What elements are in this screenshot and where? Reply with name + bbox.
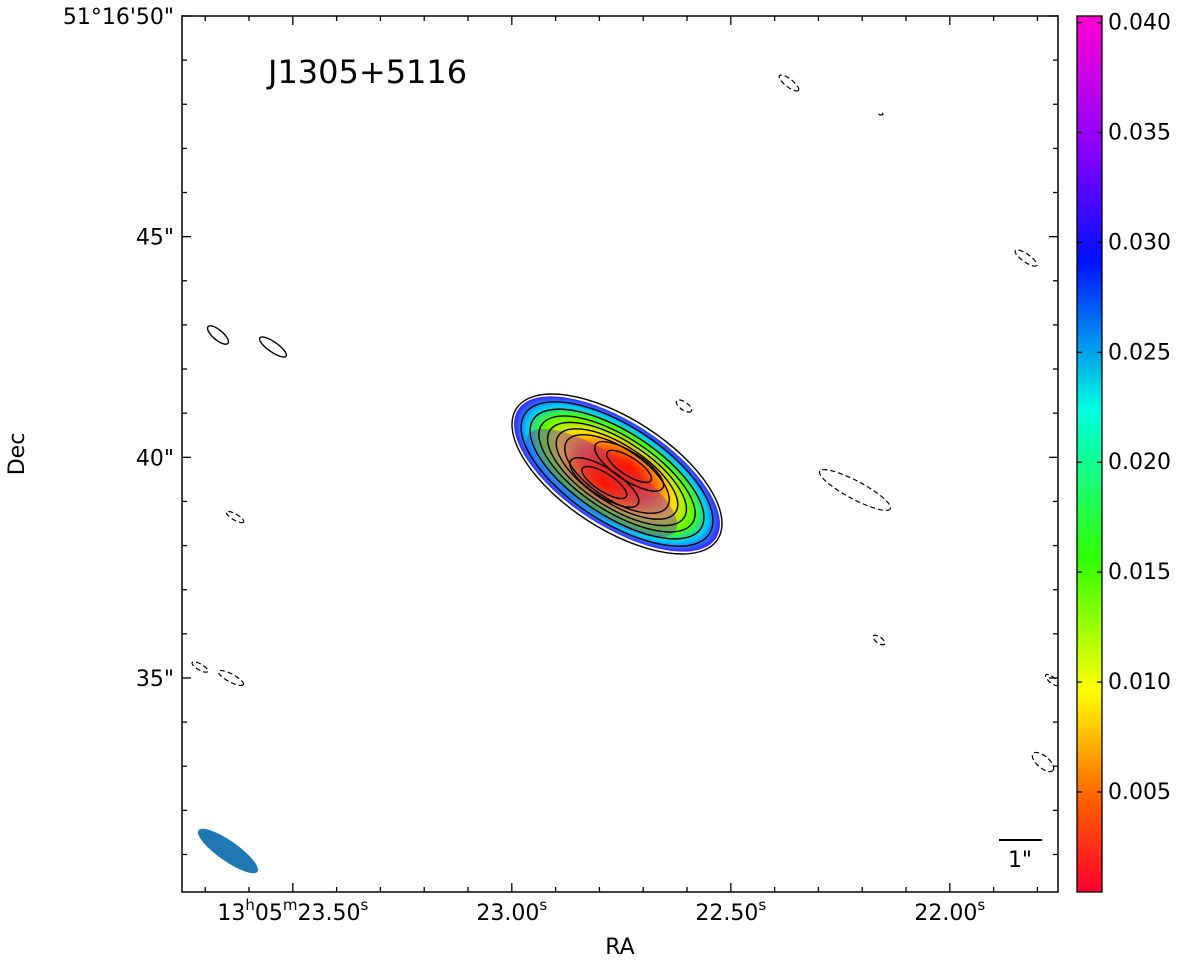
image [191, 74, 1058, 874]
x-tick-label: 13h05m23.50s [217, 896, 368, 927]
chart-title: J1305+5116 [266, 53, 467, 91]
beam [197, 828, 259, 874]
source [511, 393, 723, 555]
colorbar-tick-label: 0.030 [1108, 230, 1171, 255]
colorbar-tick-label: 0.040 [1108, 11, 1171, 36]
colorbar-tick-label: 0.015 [1108, 560, 1171, 585]
y-axis-label: Dec [5, 433, 30, 476]
colorbar-tick-label: 0.020 [1108, 450, 1171, 475]
y-tick-label: 51°16'50" [63, 5, 174, 30]
x-axis-label: RA [605, 935, 634, 960]
colorbar-tick-label: 0.010 [1108, 670, 1171, 695]
plot-frame [181, 15, 1059, 893]
colorbar-tick-label: 0.025 [1108, 340, 1171, 365]
colorbar [1076, 15, 1103, 893]
colorbar-tick-label: 0.035 [1108, 121, 1171, 146]
y-tick-label: 40" [136, 446, 174, 471]
y-tick-label: 45" [136, 226, 174, 251]
x-tick-label: 22.00s [914, 896, 985, 927]
scale-bar-label: 1" [1008, 848, 1032, 873]
colorbar-tick-label: 0.005 [1108, 780, 1171, 805]
y-tick-label: 35" [136, 667, 174, 692]
x-tick-label: 22.50s [695, 896, 766, 927]
x-tick-label: 23.00s [476, 896, 547, 927]
